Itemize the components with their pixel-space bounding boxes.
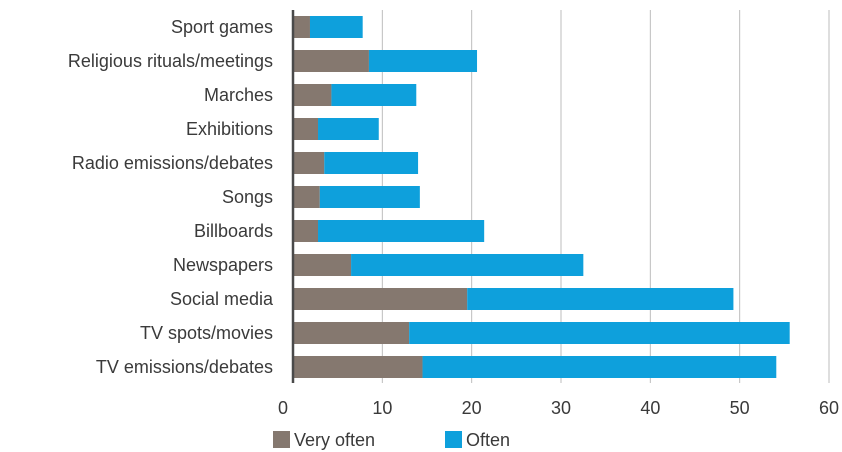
category-label-radio-emissions-debates: Radio emissions/debates — [72, 153, 273, 173]
bar-newspapers-often — [351, 254, 584, 276]
x-tick-label-60: 60 — [819, 398, 839, 418]
bar-sport-games-very-often — [293, 16, 310, 38]
legend-swatch-often — [445, 431, 462, 448]
x-tick-label-0: 0 — [278, 398, 288, 418]
bar-newspapers-very-often — [293, 254, 352, 276]
bar-exhibitions-often — [318, 118, 379, 140]
category-label-social-media: Social media — [170, 289, 274, 309]
bar-songs-very-often — [293, 186, 320, 208]
legend: Very often Often — [273, 430, 510, 450]
category-label-exhibitions: Exhibitions — [186, 119, 273, 139]
x-tick-label-50: 50 — [730, 398, 750, 418]
gridlines — [381, 10, 830, 383]
category-label-billboards: Billboards — [194, 221, 273, 241]
bar-billboards-very-often — [293, 220, 319, 242]
x-tick-label-20: 20 — [462, 398, 482, 418]
category-label-tv-emissions-debates: TV emissions/debates — [96, 357, 273, 377]
bars — [293, 16, 790, 378]
x-tick-label-40: 40 — [640, 398, 660, 418]
legend-label-very-often: Very often — [294, 430, 375, 450]
bar-tv-spots-movies-very-often — [293, 322, 410, 344]
legend-swatch-very-often — [273, 431, 290, 448]
bar-religious-rituals-meetings-very-often — [293, 50, 369, 72]
category-label-sport-games: Sport games — [171, 17, 273, 37]
bar-tv-emissions-debates-very-often — [293, 356, 423, 378]
category-label-newspapers: Newspapers — [173, 255, 273, 275]
category-label-marches: Marches — [204, 85, 273, 105]
x-tick-label-30: 30 — [551, 398, 571, 418]
bar-tv-spots-movies-often — [409, 322, 790, 344]
bar-social-media-often — [467, 288, 734, 310]
bar-marches-very-often — [293, 84, 332, 106]
bar-social-media-very-often — [293, 288, 468, 310]
bar-exhibitions-very-often — [293, 118, 319, 140]
category-labels: Sport games Religious rituals/meetings Mar… — [68, 17, 274, 377]
category-label-tv-spots-movies: TV spots/movies — [140, 323, 273, 343]
bar-religious-rituals-meetings-often — [368, 50, 478, 72]
bar-radio-emissions-debates-very-often — [293, 152, 325, 174]
bar-billboards-often — [318, 220, 485, 242]
x-axis-tick-labels: 0 10 20 30 40 50 60 — [278, 398, 839, 418]
bar-sport-games-often — [309, 16, 363, 38]
x-tick-label-10: 10 — [372, 398, 392, 418]
legend-label-often: Often — [466, 430, 510, 450]
bar-tv-emissions-debates-often — [422, 356, 777, 378]
category-label-songs: Songs — [222, 187, 273, 207]
bar-radio-emissions-debates-often — [324, 152, 419, 174]
bar-songs-often — [319, 186, 420, 208]
bar-marches-often — [331, 84, 417, 106]
category-label-religious-rituals-meetings: Religious rituals/meetings — [68, 51, 273, 71]
